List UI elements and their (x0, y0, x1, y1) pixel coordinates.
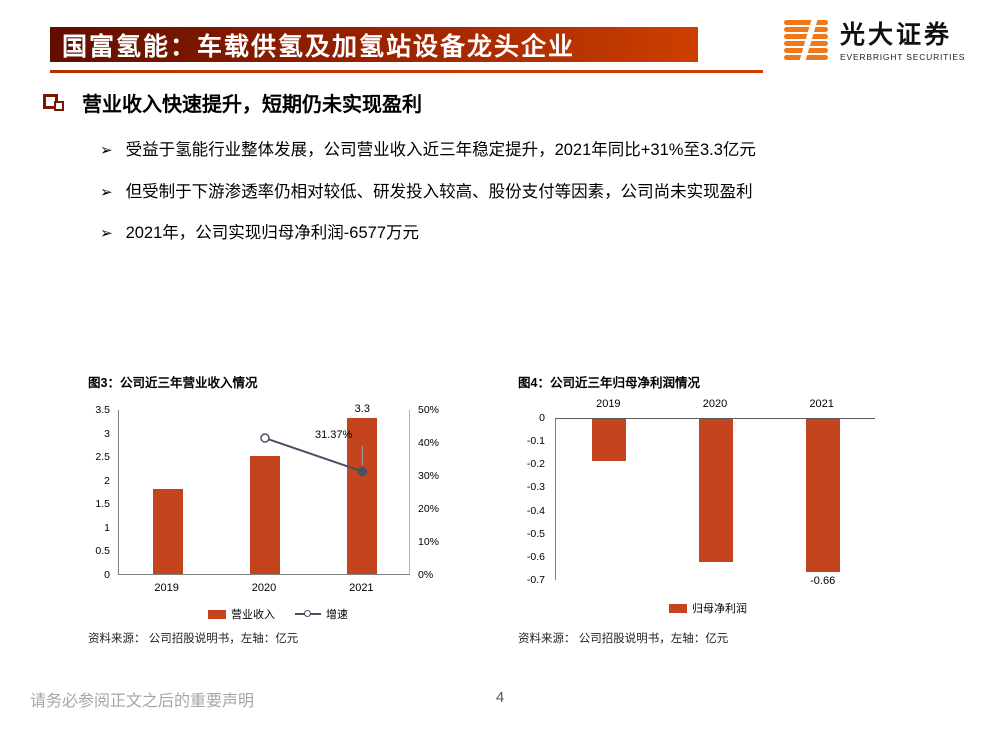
brand-name: 光大证券 (840, 20, 953, 49)
x-tick-label: 2021 (349, 582, 374, 594)
bullet-text: 受益于氢能行业整体发展，公司营业收入近三年稳定提升，2021年同比+31%至3.… (125, 141, 756, 159)
bullet-text: 2021年，公司实现归母净利润-6577万元 (125, 224, 419, 243)
y-tick-label: 30% (418, 470, 440, 482)
x-tick-label: 2020 (251, 582, 277, 594)
bar-value-label: -0.66 (810, 574, 836, 587)
y-tick-label: -0.2 (526, 458, 545, 471)
plot-area: -0.66 (555, 418, 875, 587)
legend-label: 营业收入 (231, 609, 275, 621)
y-tick-label: 20% (418, 503, 440, 515)
y-tick-label: 3 (104, 427, 110, 440)
y-tick-label: 1.5 (95, 498, 110, 511)
x-axis-labels: 2019 2020 2021 (555, 398, 875, 412)
chart-title: 图3：公司近三年营业收入情况 (88, 376, 258, 390)
y-tick-label: 40% (418, 437, 440, 449)
section-heading-row: 营业收入快速提升，短期仍未实现盈利 (42, 88, 422, 117)
y-tick-label: 2 (104, 474, 110, 487)
chart-source: 资料来源： 公司招股说明书，左轴：亿元 (88, 633, 299, 645)
bar-2021 (805, 419, 840, 572)
chart-title: 图4：公司近三年归母净利润情况 (518, 376, 700, 390)
y-tick-label: 0% (418, 569, 434, 581)
bullet-text: 但受制于下游渗透率仍相对较低、研发投入较高、股份支付等因素，公司尚未实现盈利 (125, 182, 753, 201)
plot-area: 3.3 31.37% (118, 403, 410, 575)
bullet-item: ➢ 2021年，公司实现归母净利润-6577万元 (100, 221, 930, 247)
chart-legend: 归母净利润 (518, 600, 898, 616)
bullet-arrow-icon: ➢ (100, 225, 113, 243)
chart-legend: 营业收入 增速 (88, 606, 468, 622)
bullet-arrow-icon: ➢ (100, 142, 113, 159)
slide-title-bar: 国富氢能：车载供氢及加氢站设备龙头企业 (50, 27, 698, 62)
brand-logo: 光大证券 EVERBRIGHT SECURITIES (782, 18, 965, 66)
figure-4-net-profit-chart: 图4：公司近三年归母净利润情况 0 -0.1 -0.2 -0.3 -0.4 -0.5 -0.… (518, 372, 898, 662)
y-tick-label: 1 (104, 521, 110, 534)
y-tick-label: -0.5 (526, 527, 545, 540)
y-tick-label: -0.4 (526, 504, 545, 517)
chart-source: 资料来源： 公司招股说明书，左轴：亿元 (518, 633, 729, 645)
bullet-arrow-icon: ➢ (100, 183, 113, 201)
footer-disclaimer: 请务必参阅正文之后的重要声明 (30, 693, 255, 710)
y-tick-label: 50% (418, 404, 440, 416)
bullet-item: ➢ 但受制于下游渗透率仍相对较低、研发投入较高、股份支付等因素，公司尚未实现盈利 (100, 180, 930, 206)
legend-revenue: 营业收入 (208, 606, 275, 622)
brand-subtitle: EVERBRIGHT SECURITIES (840, 52, 966, 63)
y-tick-label: 0 (539, 412, 545, 424)
right-axis-ticks: 50% 40% 30% 20% 10% 0% (414, 405, 458, 580)
y-tick-label: 3.5 (95, 404, 110, 416)
y-tick-label: 10% (418, 536, 440, 548)
bullet-list: ➢ 受益于氢能行业整体发展，公司营业收入近三年稳定提升，2021年同比+31%至… (100, 138, 930, 263)
section-marker-icon (42, 90, 68, 116)
x-tick-label: 2019 (596, 398, 621, 410)
bar-2021 (347, 418, 378, 574)
y-tick-label: -0.7 (526, 574, 545, 586)
legend-bar-swatch (208, 609, 226, 619)
bar-2020 (699, 419, 733, 563)
x-tick-label: 2019 (154, 582, 179, 594)
section-heading: 营业收入快速提升，短期仍未实现盈利 (82, 94, 422, 116)
legend-line-swatch (295, 610, 321, 617)
bar-value-label: 3.3 (354, 403, 370, 416)
y-tick-label: 0.5 (95, 545, 110, 558)
slide-title: 国富氢能：车载供氢及加氢站设备龙头企业 (62, 32, 576, 61)
legend-label: 增速 (326, 609, 348, 621)
page-number: 4 (495, 689, 505, 706)
legend-bar-swatch (669, 603, 687, 613)
left-axis-ticks: 3.5 3 2.5 2 1.5 1 0.5 0 (88, 405, 114, 580)
title-underline (50, 70, 763, 73)
x-tick-label: 2021 (809, 398, 834, 410)
legend-label: 归母净利润 (692, 603, 747, 615)
x-tick-label: 2020 (702, 398, 728, 410)
everbright-logo-icon (784, 18, 828, 66)
bar-2019 (592, 419, 627, 461)
y-tick-label: 2.5 (95, 451, 110, 464)
bullet-item: ➢ 受益于氢能行业整体发展，公司营业收入近三年稳定提升，2021年同比+31%至… (100, 138, 930, 164)
x-axis-labels: 2019 2020 2021 (118, 582, 410, 596)
bar-2019 (152, 489, 183, 574)
legend-growth: 增速 (295, 606, 348, 622)
legend-net-profit: 归母净利润 (669, 600, 747, 616)
bar-2020 (250, 456, 280, 574)
figure-3-revenue-chart: 图3：公司近三年营业收入情况 3.5 3 2.5 2 1.5 1 0.5 0 3.3 31.37… (88, 372, 468, 662)
y-tick-label: -0.1 (526, 435, 545, 448)
left-axis-ticks: 0 -0.1 -0.2 -0.3 -0.4 -0.5 -0.6 -0.7 (518, 413, 549, 585)
y-tick-label: 0 (104, 569, 110, 581)
brand-text: 光大证券 EVERBRIGHT SECURITIES (840, 20, 966, 63)
y-tick-label: -0.3 (526, 481, 545, 494)
y-tick-label: -0.6 (526, 550, 545, 563)
growth-value-label: 31.37% (315, 429, 353, 442)
legend-line-marker (304, 610, 311, 617)
growth-line (260, 433, 368, 477)
